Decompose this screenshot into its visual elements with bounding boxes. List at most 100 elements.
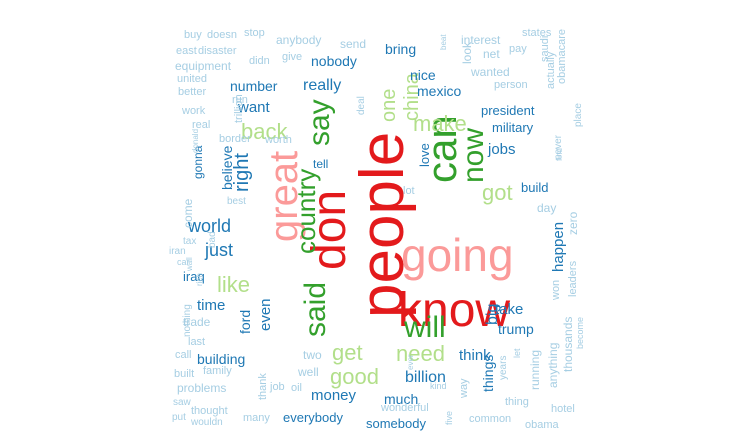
- word-one: one: [378, 88, 400, 122]
- word-trillion: trillion: [233, 94, 245, 123]
- word-run: run: [232, 94, 248, 106]
- word-person: person: [494, 79, 528, 91]
- word-give: give: [282, 51, 303, 63]
- word-things: things: [480, 354, 496, 392]
- word-job: job: [270, 381, 285, 393]
- word-everybody: everybody: [283, 410, 343, 425]
- word-nice: nice: [410, 67, 436, 83]
- word-bad: bad: [207, 231, 218, 248]
- word-disaster: disaster: [198, 45, 237, 57]
- word-going: going: [401, 229, 514, 281]
- word-military: military: [492, 120, 534, 135]
- word-world: world: [188, 216, 232, 236]
- word-day: day: [537, 201, 557, 215]
- word-beat: beat: [439, 34, 448, 50]
- word-trump: trump: [498, 321, 534, 337]
- word-worth: worth: [265, 134, 292, 146]
- word-even: even: [257, 298, 274, 331]
- word-better: better: [178, 86, 207, 98]
- word-doesn: doesn: [207, 29, 237, 41]
- word-say: say: [303, 99, 336, 146]
- word-years: years: [498, 355, 509, 380]
- word-lot: lot: [403, 185, 415, 197]
- word-ever: ever: [406, 354, 415, 370]
- word-know: know: [398, 284, 511, 337]
- word-united: united: [177, 73, 207, 85]
- word-come: come: [181, 198, 195, 228]
- word-love: love: [417, 143, 432, 167]
- word-believe: believe: [219, 145, 235, 190]
- word-didn: didn: [249, 55, 270, 67]
- word-anything: anything: [546, 342, 560, 388]
- word-leaders: leaders: [567, 260, 579, 297]
- word-much: much: [384, 391, 419, 407]
- word-border: border: [219, 133, 251, 145]
- word-want: want: [238, 99, 270, 116]
- word-good: good: [330, 364, 379, 389]
- word-oil: oil: [291, 382, 303, 394]
- word-buy: buy: [184, 29, 202, 41]
- word-many: many: [243, 412, 270, 424]
- word-thing: thing: [505, 396, 529, 408]
- word-anybody: anybody: [276, 33, 322, 47]
- word-two: two: [303, 348, 322, 362]
- word-country: country: [291, 168, 321, 254]
- word-take: take: [495, 301, 524, 318]
- word-equipment: equipment: [175, 59, 232, 73]
- word-actually: actually: [545, 51, 557, 89]
- word-thousands: thousands: [561, 316, 575, 372]
- word-mexico: mexico: [417, 83, 462, 99]
- word-right: right: [231, 153, 253, 192]
- word-wouldn: wouldn: [191, 417, 223, 428]
- word-hotel: hotel: [551, 403, 575, 415]
- word-put: put: [172, 412, 186, 423]
- word-got: got: [482, 180, 513, 205]
- word-wanted: wanted: [471, 65, 510, 79]
- word-obama: obama: [525, 419, 559, 431]
- word-way: way: [458, 378, 470, 398]
- word-become: become: [575, 316, 585, 349]
- word-wonderful: wonderful: [381, 402, 429, 414]
- word-stop: stop: [244, 27, 265, 39]
- word-wall: wall: [185, 257, 194, 271]
- word-common: common: [469, 413, 512, 425]
- word-iran: iran: [169, 246, 186, 257]
- word-states: states: [522, 27, 552, 39]
- word-running: running: [528, 349, 542, 390]
- word-really: really: [303, 77, 342, 94]
- word-get: get: [332, 340, 363, 365]
- word-said: said: [299, 281, 332, 337]
- word-work: work: [182, 105, 206, 117]
- word-president: president: [481, 103, 535, 118]
- word-deal: deal: [356, 96, 367, 115]
- word-let: let: [512, 348, 522, 358]
- word-time: time: [197, 297, 226, 314]
- word-real: real: [192, 119, 211, 131]
- word-family: family: [203, 365, 232, 377]
- word-nobody: nobody: [311, 53, 357, 69]
- word-five: five: [444, 410, 454, 425]
- word-thank: thank: [257, 373, 269, 400]
- word-thought: thought: [191, 405, 228, 417]
- word-send: send: [340, 37, 367, 51]
- word-problems: problems: [177, 381, 227, 395]
- word-happen: happen: [550, 221, 567, 272]
- word-find: find: [555, 148, 564, 161]
- word-tell: tell: [313, 157, 329, 171]
- word-obamacare: obamacare: [556, 28, 568, 84]
- word-saw: saw: [173, 397, 191, 408]
- word-somebody: somebody: [366, 416, 426, 431]
- word-east: east: [176, 45, 197, 57]
- word-pay: pay: [509, 43, 527, 55]
- word-number: number: [230, 78, 278, 94]
- word-billion: billion: [405, 369, 446, 386]
- word-car: car: [177, 257, 190, 267]
- word-well: well: [298, 365, 319, 379]
- word-build: build: [521, 180, 549, 195]
- word-will: will: [404, 311, 446, 344]
- word-place: place: [573, 103, 584, 127]
- word-now: now: [457, 127, 490, 183]
- word-just: just: [205, 240, 234, 260]
- word-ford: ford: [237, 309, 253, 334]
